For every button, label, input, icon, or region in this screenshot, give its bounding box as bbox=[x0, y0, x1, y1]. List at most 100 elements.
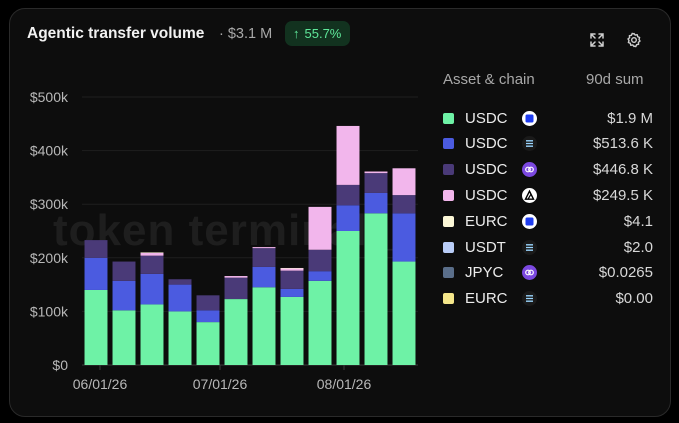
bar-segment bbox=[364, 213, 388, 365]
x-tick-label: 07/01/26 bbox=[193, 376, 248, 392]
legend-value: $513.6 K bbox=[592, 135, 653, 153]
legend-value: $0.0265 bbox=[598, 264, 653, 282]
bar-segment bbox=[308, 280, 332, 365]
bar-segment bbox=[308, 271, 332, 281]
x-tick-label: 08/01/26 bbox=[317, 376, 372, 392]
y-tick-label: $500k bbox=[30, 89, 69, 105]
bar-segment bbox=[392, 168, 416, 196]
bar-segment bbox=[140, 252, 164, 256]
bar-segment bbox=[336, 205, 360, 231]
legend-asset: EURC bbox=[465, 290, 508, 308]
legend-item[interactable]: USDT $2.0 bbox=[443, 236, 653, 258]
legend-swatch bbox=[443, 164, 454, 176]
bar-segment bbox=[252, 247, 276, 249]
chain-link-icon bbox=[522, 162, 537, 178]
legend-item[interactable]: USDC $513.6 K bbox=[443, 133, 653, 155]
bar-segment bbox=[364, 173, 388, 193]
legend-asset: USDC bbox=[465, 135, 508, 153]
bar-segment bbox=[112, 261, 136, 281]
legend-item[interactable]: JPYC $0.0265 bbox=[443, 262, 653, 284]
bar-segment bbox=[224, 299, 248, 365]
bar-segment bbox=[196, 322, 220, 365]
legend-header-asset: Asset & chain bbox=[443, 71, 535, 88]
bar-segment bbox=[392, 261, 416, 365]
total-volume: · $3.1 M bbox=[219, 26, 273, 42]
legend-asset: USDC bbox=[465, 161, 508, 179]
bar-segment bbox=[280, 267, 304, 269]
legend-swatch bbox=[443, 189, 454, 201]
y-tick-label: $200k bbox=[30, 250, 69, 266]
bar-segment bbox=[280, 296, 304, 365]
y-tick-label: $100k bbox=[30, 303, 69, 319]
legend-value: $4.1 bbox=[623, 212, 653, 230]
bar-segment bbox=[364, 192, 388, 214]
bar-segment bbox=[168, 284, 192, 312]
legend-item[interactable]: USDC $1.9 M bbox=[443, 107, 653, 129]
change-value: 55.7% bbox=[304, 26, 342, 41]
legend-value: $446.8 K bbox=[592, 161, 653, 179]
legend-asset: EURC bbox=[465, 212, 508, 230]
bar-segment bbox=[84, 240, 108, 258]
chart-title: Agentic transfer volume bbox=[27, 25, 205, 42]
legend-asset: USDC bbox=[465, 186, 508, 204]
legend-value: $2.0 bbox=[623, 238, 653, 256]
legend-swatch bbox=[443, 267, 454, 279]
stacked-lines-icon bbox=[522, 239, 537, 255]
bar-segment bbox=[336, 231, 360, 365]
bar-segment bbox=[308, 249, 332, 272]
legend-value: $0.00 bbox=[615, 290, 653, 308]
y-tick-label: $0 bbox=[52, 357, 68, 373]
bar-segment bbox=[140, 273, 164, 305]
bar-segment bbox=[224, 277, 248, 300]
bar-segment bbox=[280, 288, 304, 297]
bar-segment bbox=[196, 295, 220, 311]
bar-segment bbox=[252, 287, 276, 365]
bar-segment bbox=[252, 266, 276, 288]
bar-segment bbox=[224, 276, 248, 278]
legend-value: $249.5 K bbox=[592, 186, 653, 204]
legend-swatch bbox=[443, 112, 454, 124]
change-badge: ↑ 55.7% bbox=[285, 21, 351, 46]
bar-segment bbox=[84, 289, 108, 365]
stacked-lines-icon bbox=[522, 291, 537, 307]
arrow-up-icon: ↑ bbox=[293, 26, 300, 41]
legend-value: $1.9 M bbox=[607, 109, 653, 127]
legend-item[interactable]: USDC $249.5 K bbox=[443, 184, 653, 206]
bar-segment bbox=[336, 125, 360, 185]
bar-segment bbox=[364, 171, 388, 174]
solana-square-icon bbox=[522, 213, 537, 229]
gear-icon[interactable] bbox=[626, 32, 642, 48]
watermark: token terminal_ bbox=[53, 206, 394, 255]
triangle-logo-icon bbox=[522, 187, 537, 203]
bar-segment bbox=[392, 195, 416, 214]
bar-segment bbox=[140, 304, 164, 365]
stacked-lines-icon bbox=[522, 136, 537, 152]
legend-swatch bbox=[443, 293, 454, 305]
bar-segment bbox=[84, 257, 108, 290]
bar-segment bbox=[168, 311, 192, 365]
bar-segment bbox=[196, 310, 220, 323]
legend-asset: USDC bbox=[465, 109, 508, 127]
bar-segment bbox=[280, 270, 304, 289]
legend-swatch bbox=[443, 215, 454, 227]
solana-square-icon bbox=[522, 110, 537, 126]
bar-segment bbox=[168, 279, 192, 285]
chain-link-icon bbox=[522, 265, 537, 281]
legend-item[interactable]: EURC $4.1 bbox=[443, 210, 653, 232]
bar-segment bbox=[140, 252, 164, 253]
legend-swatch bbox=[443, 241, 454, 253]
bar-segment bbox=[112, 280, 136, 311]
y-tick-label: $300k bbox=[30, 196, 69, 212]
bar-segment bbox=[112, 310, 136, 365]
legend-item[interactable]: EURC $0.00 bbox=[443, 288, 653, 310]
legend-asset: JPYC bbox=[465, 264, 504, 282]
legend-item[interactable]: USDC $446.8 K bbox=[443, 159, 653, 181]
expand-icon[interactable] bbox=[589, 32, 605, 48]
bar-segment bbox=[140, 255, 164, 274]
bar-segment bbox=[252, 248, 276, 267]
legend-header-sum: 90d sum bbox=[586, 71, 644, 88]
x-tick-label: 06/01/26 bbox=[73, 376, 128, 392]
y-tick-label: $400k bbox=[30, 143, 69, 159]
legend-swatch bbox=[443, 138, 454, 150]
